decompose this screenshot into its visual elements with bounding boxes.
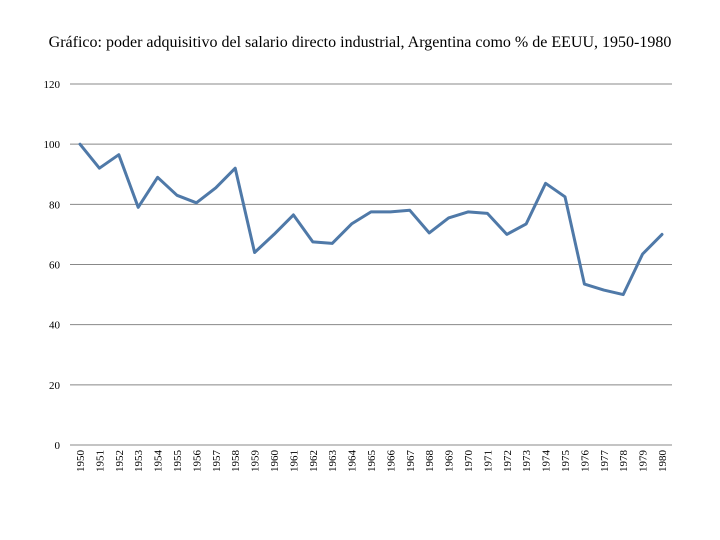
series-lines [78, 142, 664, 297]
x-tick-label: 1958 [230, 450, 242, 473]
x-tick-label: 1975 [560, 450, 572, 473]
x-tick-label: 1953 [133, 450, 145, 473]
x-tick-label: 1969 [444, 450, 456, 473]
x-tick-label: 1959 [250, 450, 262, 473]
y-tick-label: 120 [44, 79, 61, 91]
y-tick-label: 80 [49, 199, 61, 211]
series-line-0 [78, 142, 664, 297]
chart-title: Gráfico: poder adquisitivo del salario d… [48, 34, 672, 51]
y-tick-label: 40 [49, 320, 61, 332]
x-tick-label: 1961 [288, 450, 300, 472]
x-tick-label: 1956 [191, 450, 203, 473]
x-tick-label: 1968 [424, 450, 436, 473]
x-tick-label: 1951 [94, 450, 106, 472]
x-tick-label: 1966 [385, 450, 397, 473]
x-tick-label: 1970 [463, 450, 475, 473]
x-tick-label: 1979 [638, 450, 650, 473]
x-tick-label: 1972 [502, 450, 514, 472]
x-tick-label: 1960 [269, 450, 281, 473]
x-tick-label: 1973 [521, 450, 533, 473]
y-tick-label: 100 [44, 139, 61, 151]
x-tick-label: 1954 [153, 450, 165, 473]
y-tick-label: 20 [49, 380, 61, 392]
x-tick-label: 1976 [579, 450, 591, 473]
x-tick-label: 1957 [211, 450, 223, 473]
x-tick-label: 1955 [172, 450, 184, 473]
x-tick-label: 1980 [657, 450, 669, 473]
x-tick-label: 1950 [75, 450, 87, 473]
y-axis-tick-labels: 0 20 40 60 80 100 120 [44, 79, 61, 452]
x-tick-label: 1964 [347, 450, 359, 473]
y-tick-label: 0 [55, 440, 61, 452]
x-tick-label: 1952 [114, 450, 126, 472]
x-tick-label: 1978 [618, 450, 630, 473]
y-tick-label: 60 [49, 260, 61, 272]
x-tick-label: 1971 [482, 450, 494, 472]
x-tick-label: 1962 [308, 450, 320, 472]
x-tick-label: 1974 [541, 450, 553, 473]
x-tick-label: 1965 [366, 450, 378, 473]
x-tick-label: 1967 [405, 450, 417, 473]
x-tick-label: 1963 [327, 450, 339, 473]
gridlines [70, 83, 672, 446]
x-tick-label: 1977 [599, 450, 611, 473]
x-axis-tick-labels: 1950 1951 1952 1953 1954 1955 1956 1957 1958 1959… [75, 450, 669, 473]
